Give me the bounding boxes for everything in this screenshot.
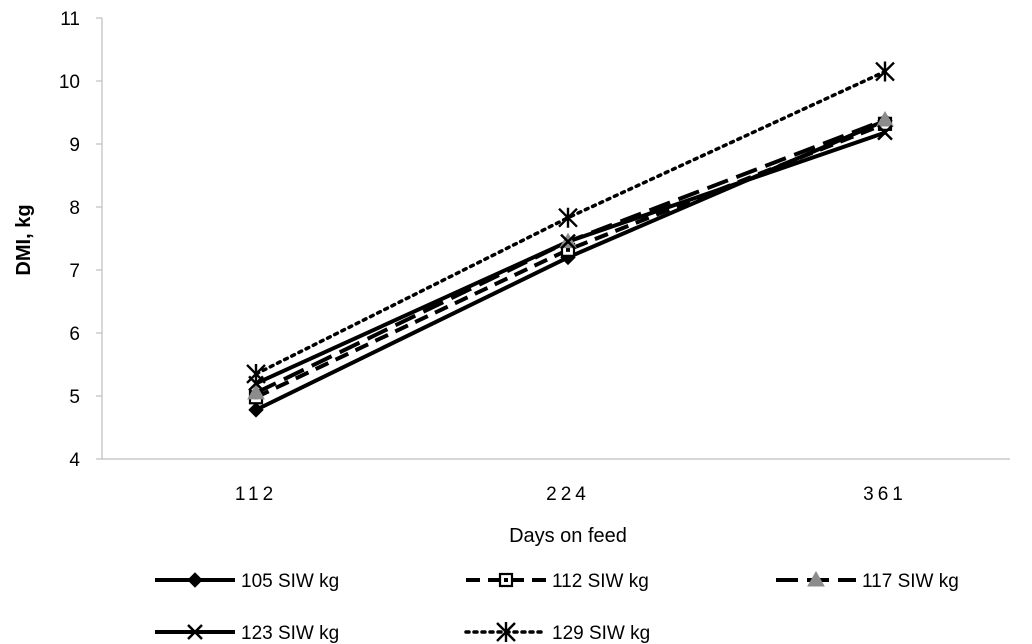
y-tick-label: 9 — [69, 135, 80, 156]
x-tick-label: 112 — [235, 484, 277, 505]
legend-label: 112 SIW kg — [552, 571, 649, 592]
data-point-marker — [560, 233, 576, 250]
series-line — [254, 69, 887, 376]
data-point-marker — [247, 383, 265, 400]
y-tick-label: 10 — [59, 72, 80, 93]
legend-item: 129 SIW kg — [464, 622, 650, 644]
y-tick-label: 6 — [69, 324, 80, 345]
legend-label: 123 SIW kg — [241, 623, 339, 644]
legend-marker — [496, 622, 516, 642]
y-tick-label: 11 — [60, 9, 80, 30]
chart-series-markers — [246, 61, 895, 418]
x-tick-label: 361 — [863, 484, 907, 505]
data-point-marker — [248, 402, 264, 418]
data-point-marker — [877, 124, 893, 141]
chart-axes: 4 5 6 7 8 9 10 11 112 224 361 — [59, 9, 1010, 505]
y-axis-title: DMI, kg — [13, 204, 35, 275]
chart-legend: 105 SIW kg 112 SIW kg 117 SIW kg 123 SIW kg… — [155, 570, 959, 644]
legend-marker — [187, 572, 203, 588]
y-tick-label: 7 — [69, 261, 80, 282]
y-tick-label: 4 — [69, 450, 80, 471]
x-tick-label: 224 — [546, 484, 590, 505]
y-tick-label: 8 — [69, 198, 80, 219]
legend-label: 129 SIW kg — [552, 623, 650, 644]
x-axis-title: Days on feed — [509, 525, 627, 547]
legend-item: 105 SIW kg — [155, 571, 339, 592]
y-tick-label: 5 — [69, 387, 80, 408]
legend-marker — [187, 624, 203, 640]
data-point-marker — [875, 61, 895, 82]
legend-label: 117 SIW kg — [862, 571, 959, 592]
legend-marker — [498, 572, 514, 588]
legend-item: 123 SIW kg — [155, 623, 339, 644]
legend-marker — [807, 570, 825, 587]
data-point-marker — [876, 111, 894, 127]
data-point-marker — [246, 363, 266, 384]
legend-item: 112 SIW kg — [466, 571, 649, 592]
data-point-marker — [558, 207, 578, 228]
legend-label: 105 SIW kg — [241, 571, 339, 592]
legend-item: 117 SIW kg — [776, 570, 959, 592]
series-line — [255, 121, 886, 400]
